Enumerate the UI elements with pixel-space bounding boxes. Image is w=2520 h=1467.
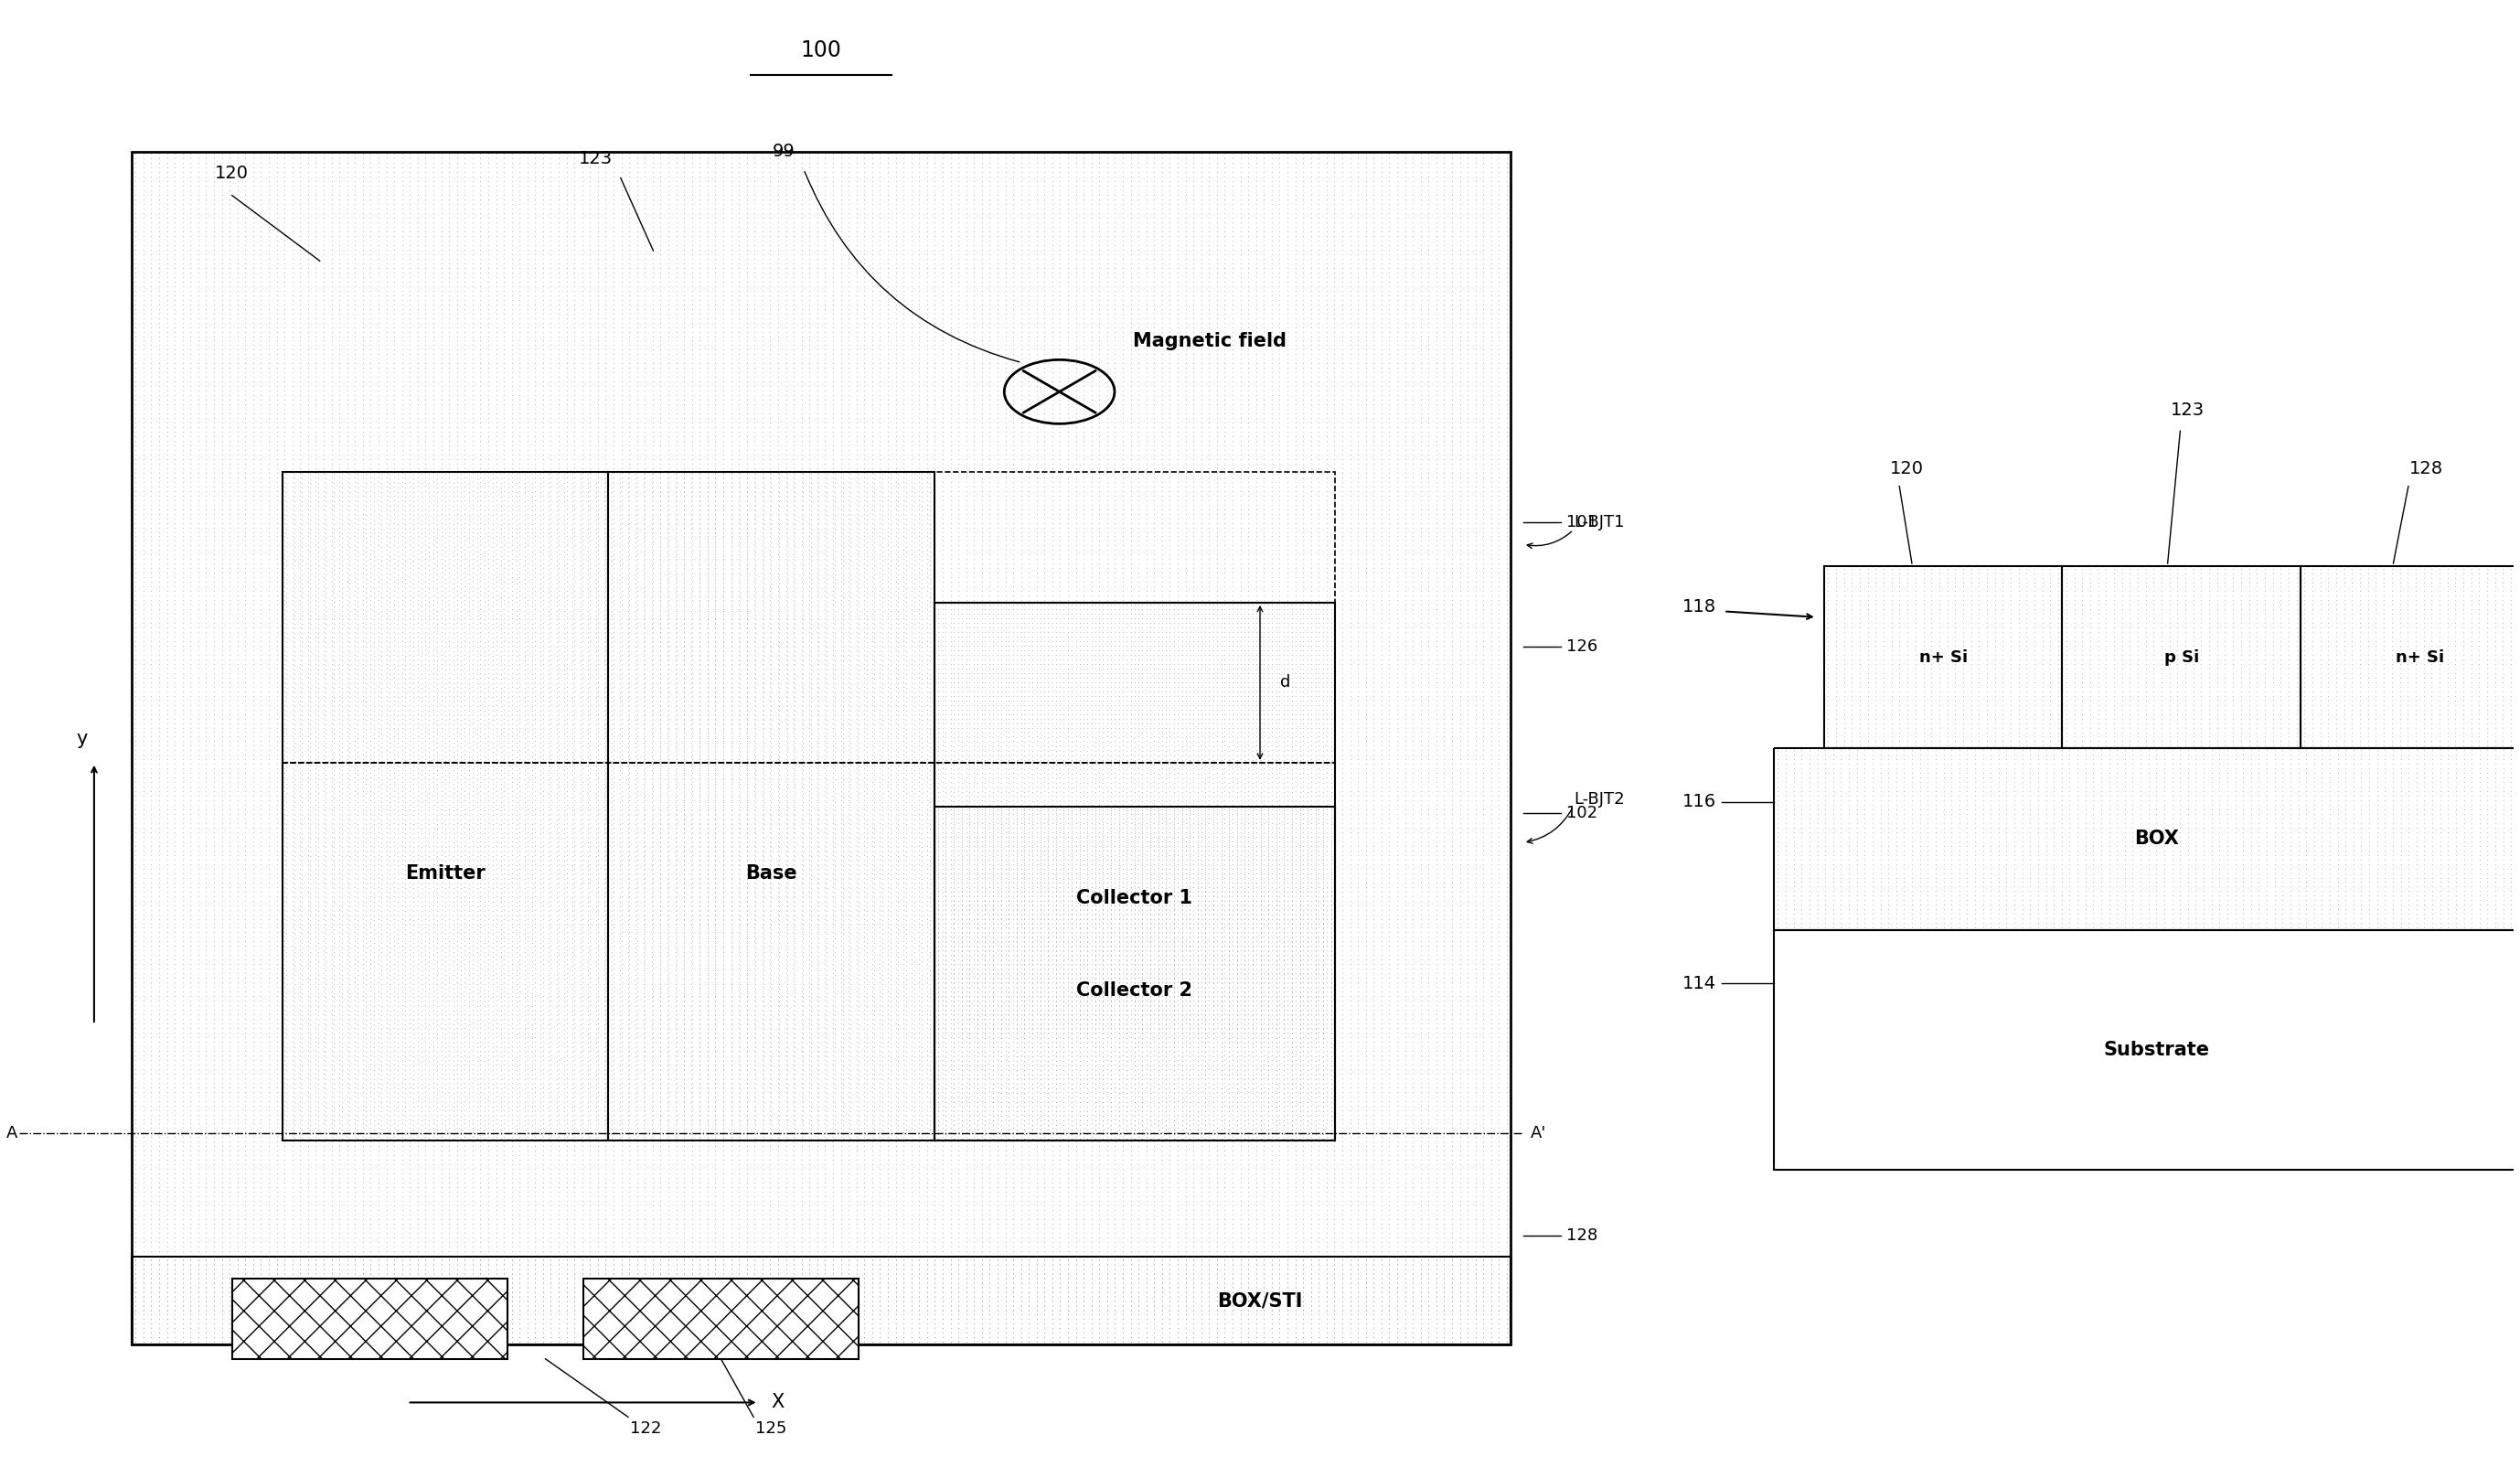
Bar	[1824, 566, 2061, 748]
Bar	[282, 763, 1336, 1141]
Bar	[607, 472, 935, 1141]
Text: y: y	[76, 729, 88, 748]
Bar	[1774, 748, 2520, 930]
Text: d: d	[1280, 675, 1290, 691]
Text: 123: 123	[580, 150, 612, 167]
Text: Base: Base	[746, 864, 796, 882]
Text: Collector 1: Collector 1	[1076, 889, 1192, 908]
Text: n+ Si: n+ Si	[2397, 648, 2444, 666]
Text: BOX/STI: BOX/STI	[1217, 1291, 1303, 1310]
Bar	[935, 807, 1336, 1141]
Text: Collector 2: Collector 2	[1076, 981, 1192, 999]
Text: 101: 101	[1565, 515, 1598, 531]
Bar	[232, 1279, 509, 1358]
Text: 116: 116	[1683, 794, 1716, 811]
Bar	[935, 603, 1336, 1141]
Text: 120: 120	[214, 164, 249, 182]
Bar	[2301, 566, 2520, 748]
Bar	[282, 472, 607, 1141]
Bar	[131, 1257, 1509, 1344]
Text: 125: 125	[756, 1420, 786, 1436]
Text: 128: 128	[1565, 1226, 1598, 1244]
Text: 102: 102	[1565, 805, 1598, 822]
Text: Magnetic field: Magnetic field	[1134, 332, 1288, 351]
Text: n+ Si: n+ Si	[1918, 648, 1968, 666]
Bar	[1774, 930, 2520, 1169]
Text: 100: 100	[801, 40, 842, 62]
Text: 118: 118	[1683, 599, 1716, 616]
Text: 126: 126	[1565, 638, 1598, 654]
Text: 120: 120	[1890, 461, 1923, 477]
Text: BOX: BOX	[2134, 830, 2180, 848]
Bar	[282, 472, 1336, 763]
Bar	[131, 151, 1509, 1344]
Text: 122: 122	[630, 1420, 660, 1436]
Bar	[582, 1279, 859, 1358]
Text: 114: 114	[1683, 976, 1716, 992]
Text: A': A'	[1530, 1125, 1547, 1141]
Text: L-BJT1: L-BJT1	[1572, 515, 1625, 531]
Text: p Si: p Si	[2165, 648, 2200, 666]
Text: A: A	[8, 1125, 18, 1141]
Text: 128: 128	[2409, 461, 2442, 477]
Text: Substrate: Substrate	[2104, 1040, 2210, 1059]
Text: 99: 99	[771, 144, 794, 160]
Text: X: X	[771, 1394, 784, 1411]
Text: 123: 123	[2170, 402, 2205, 420]
Text: Emitter: Emitter	[406, 864, 486, 882]
Bar	[2061, 566, 2301, 748]
Text: L-BJT2: L-BJT2	[1572, 791, 1625, 807]
